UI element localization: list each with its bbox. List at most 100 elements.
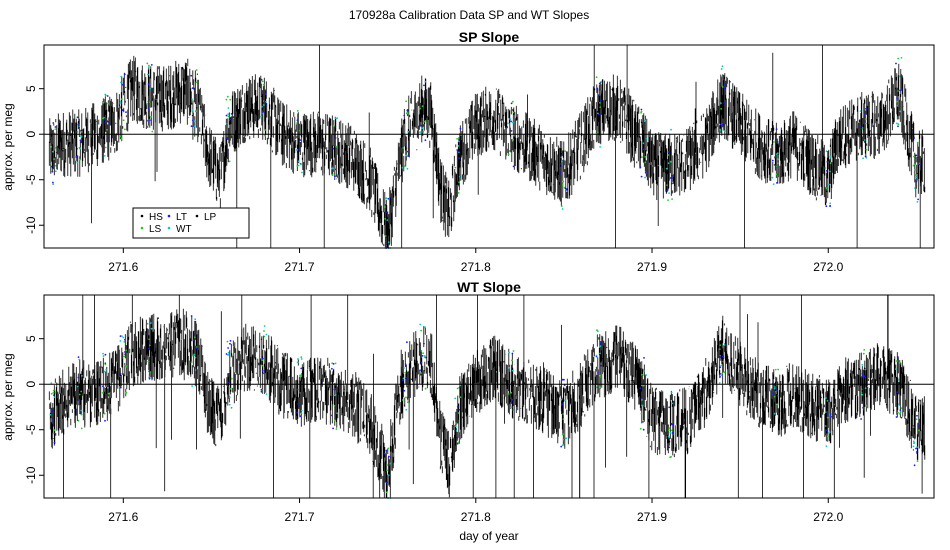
calibration-point bbox=[265, 333, 268, 336]
calibration-point bbox=[122, 119, 125, 122]
calibration-point bbox=[386, 464, 388, 466]
calibration-point bbox=[383, 206, 386, 208]
calibration-point bbox=[865, 107, 867, 110]
calibration-point bbox=[723, 84, 726, 86]
calibration-point bbox=[386, 219, 389, 222]
calibration-point bbox=[668, 192, 670, 195]
calibration-point bbox=[895, 368, 897, 370]
calibration-point bbox=[596, 131, 599, 134]
calibration-point bbox=[78, 126, 80, 129]
calibration-point bbox=[424, 356, 426, 359]
calibration-point bbox=[512, 111, 515, 114]
calibration-point bbox=[455, 422, 457, 425]
calibration-point bbox=[297, 164, 300, 167]
calibration-point bbox=[104, 146, 107, 149]
calibration-point bbox=[776, 152, 779, 155]
calibration-point bbox=[720, 123, 722, 126]
calibration-point bbox=[720, 364, 722, 367]
calibration-point bbox=[77, 419, 80, 422]
calibration-point bbox=[296, 388, 299, 391]
calibration-point bbox=[640, 108, 643, 111]
calibration-point bbox=[718, 348, 721, 350]
calibration-point bbox=[670, 391, 673, 394]
calibration-point bbox=[147, 73, 149, 76]
calibration-point bbox=[79, 412, 81, 415]
calibration-point bbox=[511, 352, 514, 355]
calibration-point bbox=[385, 481, 388, 484]
calibration-point bbox=[331, 167, 334, 170]
calibration-point bbox=[599, 345, 602, 347]
calibration-point bbox=[562, 413, 565, 415]
calibration-point bbox=[54, 164, 57, 167]
calibration-point bbox=[423, 355, 426, 357]
calibration-point bbox=[191, 119, 194, 122]
calibration-point bbox=[561, 433, 564, 435]
calibration-point bbox=[225, 114, 228, 117]
calibration-point bbox=[862, 352, 865, 355]
calibration-point bbox=[507, 393, 510, 395]
calibration-point bbox=[916, 446, 918, 449]
calibration-point bbox=[913, 137, 916, 139]
calibration-point bbox=[719, 366, 722, 369]
calibration-point bbox=[597, 371, 599, 373]
calibration-point bbox=[775, 128, 778, 131]
calibration-point bbox=[226, 151, 229, 153]
calibration-point bbox=[913, 441, 916, 444]
calibration-point bbox=[864, 155, 867, 158]
calibration-point bbox=[641, 399, 643, 401]
calibration-point bbox=[79, 139, 82, 142]
calibration-point bbox=[124, 338, 126, 341]
calibration-point bbox=[297, 358, 299, 360]
calibration-point bbox=[407, 155, 410, 158]
calibration-point bbox=[771, 391, 774, 393]
calibration-point bbox=[385, 211, 387, 214]
calibration-point bbox=[897, 411, 899, 414]
calibration-point bbox=[150, 327, 153, 330]
calibration-point bbox=[404, 363, 407, 366]
calibration-point bbox=[560, 163, 562, 165]
calibration-point bbox=[895, 360, 898, 362]
calibration-point bbox=[459, 396, 462, 399]
calibration-point bbox=[421, 127, 424, 129]
calibration-point bbox=[334, 117, 337, 119]
calibration-point bbox=[599, 341, 602, 343]
calibration-point bbox=[829, 155, 832, 158]
calibration-point bbox=[507, 153, 510, 156]
calibration-point bbox=[190, 315, 193, 317]
calibration-point bbox=[670, 128, 672, 131]
calibration-point bbox=[560, 205, 563, 208]
calibration-point bbox=[510, 130, 513, 132]
calibration-point bbox=[896, 97, 898, 100]
calibration-point bbox=[123, 341, 126, 343]
calibration-point bbox=[917, 422, 920, 425]
calibration-point bbox=[644, 176, 646, 179]
calibration-point bbox=[863, 113, 866, 116]
calibration-point bbox=[150, 115, 152, 118]
calibration-point bbox=[389, 462, 392, 465]
x-tick-label: 271.6 bbox=[108, 260, 138, 274]
x-tick-label: 271.9 bbox=[637, 510, 667, 524]
calibration-point bbox=[774, 368, 777, 371]
calibration-point bbox=[642, 421, 644, 423]
calibration-point bbox=[916, 451, 918, 453]
calibration-point bbox=[405, 112, 408, 115]
calibration-point bbox=[123, 355, 126, 358]
calibration-point bbox=[830, 415, 832, 418]
legend-marker-wt bbox=[167, 226, 171, 230]
legend-marker-hs bbox=[140, 214, 144, 218]
calibration-point bbox=[122, 336, 125, 339]
calibration-point bbox=[896, 391, 899, 393]
calibration-point bbox=[227, 107, 230, 109]
calibration-point bbox=[723, 102, 726, 105]
calibration-point bbox=[825, 445, 828, 447]
calibration-point bbox=[106, 95, 109, 97]
calibration-point bbox=[405, 100, 407, 103]
calibration-point bbox=[913, 163, 916, 166]
calibration-point bbox=[599, 343, 601, 345]
calibration-point bbox=[861, 372, 864, 375]
calibration-point bbox=[830, 147, 833, 149]
calibration-point bbox=[510, 120, 512, 123]
calibration-point bbox=[671, 423, 674, 426]
calibration-point bbox=[263, 330, 265, 332]
calibration-point bbox=[641, 384, 643, 387]
